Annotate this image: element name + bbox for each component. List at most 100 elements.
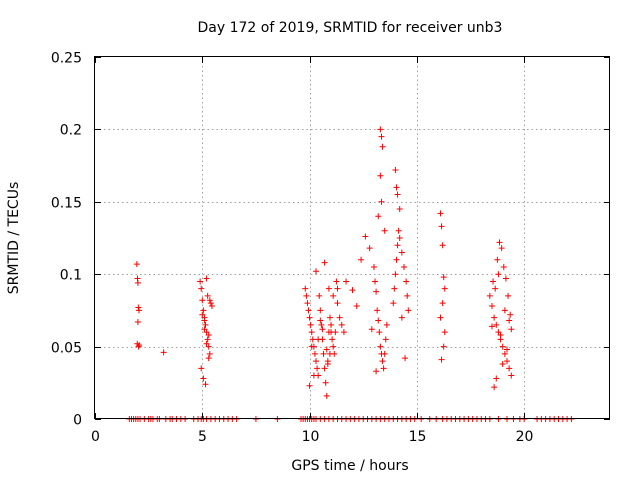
data-point <box>321 259 328 266</box>
data-point <box>377 343 384 350</box>
data-point <box>197 278 204 285</box>
x-tick-label: 0 <box>91 429 100 445</box>
data-point <box>326 350 333 357</box>
data-point <box>488 323 495 330</box>
chart-title: Day 172 of 2019, SRMTID for receiver unb… <box>198 20 503 36</box>
data-point <box>198 285 205 292</box>
data-point <box>206 297 213 304</box>
data-point <box>306 314 313 321</box>
data-point <box>404 292 411 299</box>
data-point <box>205 355 212 362</box>
data-point <box>204 292 211 299</box>
y-tick-label: 0.2 <box>60 123 82 139</box>
data-point <box>373 368 380 375</box>
data-point <box>402 355 409 362</box>
data-point <box>396 235 403 241</box>
data-point <box>392 166 399 173</box>
data-point <box>135 343 142 350</box>
data-point <box>393 184 400 191</box>
data-point <box>382 336 389 343</box>
data-point <box>362 233 369 240</box>
data-point <box>310 372 317 379</box>
data-point <box>496 239 503 246</box>
y-axis-label: SRMTID / TECUs <box>6 182 22 295</box>
data-point <box>316 292 323 299</box>
data-point <box>324 360 331 367</box>
y-tick-label: 0.05 <box>51 341 82 357</box>
data-point <box>317 317 324 324</box>
data-point <box>375 317 382 324</box>
data-point <box>381 350 388 357</box>
data-point <box>438 223 445 230</box>
data-point <box>373 288 380 295</box>
gridlines <box>95 57 610 419</box>
data-point <box>320 350 327 357</box>
data-point <box>200 375 207 382</box>
axis-ticks: 0 5 10 15 20 0 0.05 0.1 0.15 0.2 0.25 <box>51 51 610 445</box>
data-point <box>201 317 208 324</box>
x-tick-label: 15 <box>409 429 427 445</box>
data-point <box>200 307 207 314</box>
data-point <box>506 365 513 372</box>
data-point <box>438 356 445 363</box>
data-point <box>202 381 209 388</box>
data-point <box>204 336 211 343</box>
data-point <box>329 336 336 343</box>
data-point <box>377 172 384 179</box>
data-point <box>370 263 377 270</box>
y-tick-label: 0 <box>73 413 82 429</box>
data-point <box>486 292 493 299</box>
data-point <box>328 321 335 328</box>
data-points <box>126 126 575 422</box>
data-point <box>493 321 500 328</box>
data-point <box>135 304 142 311</box>
data-point <box>495 271 502 278</box>
data-point <box>319 326 326 333</box>
data-point <box>208 303 215 310</box>
data-point <box>340 329 347 336</box>
data-point <box>302 285 309 292</box>
data-point <box>207 300 214 307</box>
data-point <box>336 314 343 321</box>
data-point <box>441 329 448 336</box>
data-point <box>377 126 384 133</box>
data-point <box>501 307 508 314</box>
data-point <box>499 343 506 350</box>
data-point <box>349 287 356 294</box>
data-point <box>379 358 386 365</box>
data-point <box>506 317 513 324</box>
data-point <box>508 326 515 333</box>
x-tick-label: 10 <box>302 429 320 445</box>
y-tick-label: 0.15 <box>51 196 82 212</box>
data-point <box>398 249 405 256</box>
y-tick-label: 0.25 <box>51 51 82 67</box>
data-point <box>305 307 312 314</box>
data-point <box>366 245 373 252</box>
x-axis-label: GPS time / hours <box>291 458 408 474</box>
data-point <box>133 261 140 268</box>
data-point <box>395 227 402 234</box>
data-point <box>308 329 315 336</box>
data-point <box>396 206 403 213</box>
data-point <box>205 332 212 339</box>
data-point <box>439 242 446 249</box>
data-point <box>353 303 360 310</box>
data-point <box>401 263 407 270</box>
data-point <box>441 285 448 292</box>
data-point <box>439 300 446 307</box>
data-point <box>374 307 381 314</box>
data-point <box>490 278 497 285</box>
data-point <box>334 285 341 292</box>
data-point <box>372 278 379 285</box>
data-point <box>202 321 209 328</box>
data-point <box>398 314 405 321</box>
data-point <box>491 314 498 321</box>
data-point <box>199 311 206 318</box>
data-point <box>135 307 142 314</box>
data-point <box>199 297 206 304</box>
data-point <box>494 256 501 263</box>
data-point <box>392 271 399 278</box>
data-point <box>368 326 375 333</box>
data-point <box>201 326 208 333</box>
y-tick-label: 0.1 <box>60 268 82 284</box>
